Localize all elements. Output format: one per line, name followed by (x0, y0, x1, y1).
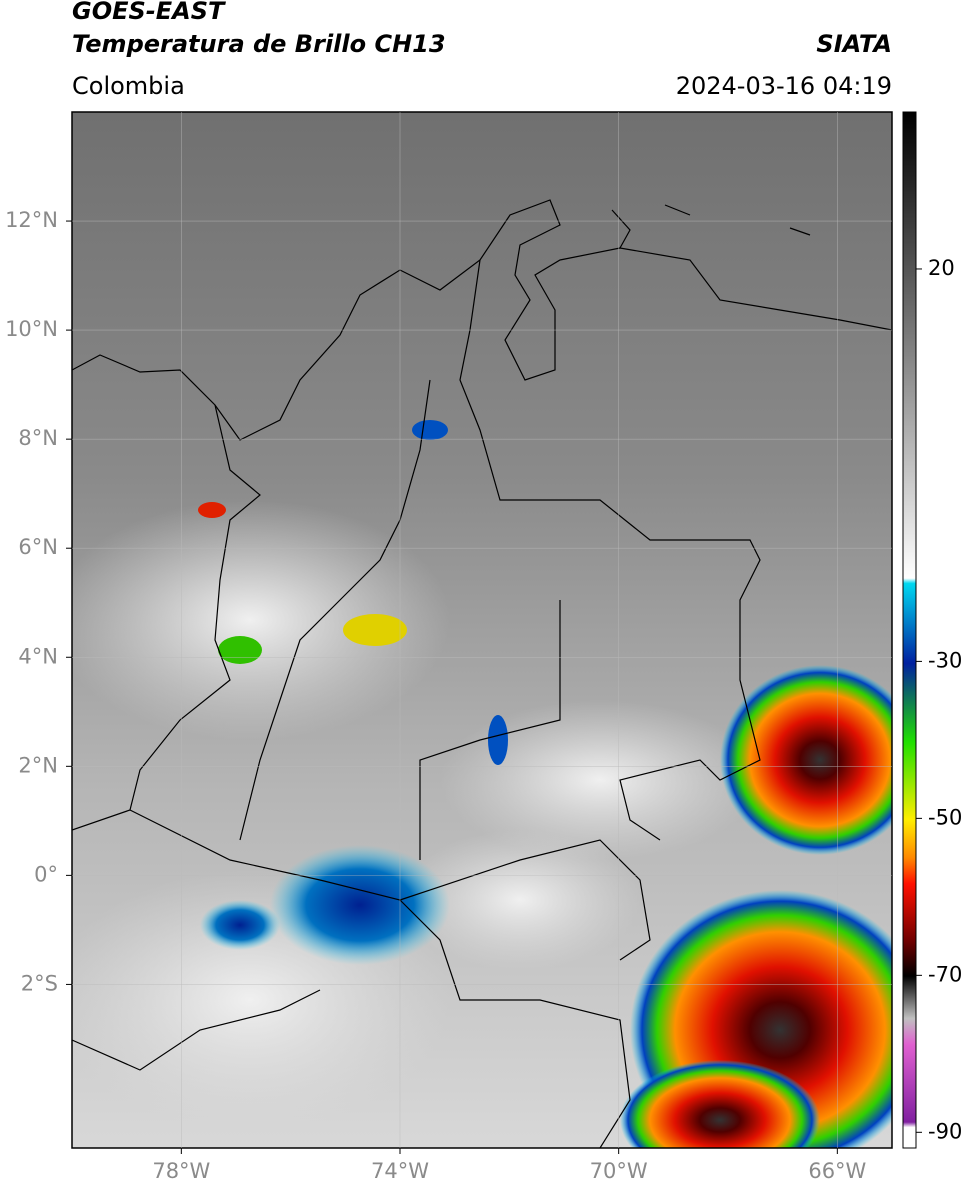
y-tick-label: 4°N (18, 644, 58, 668)
colorbar-tick-label: -50 (928, 805, 962, 829)
y-tick-label: 0° (34, 862, 58, 886)
y-tick-label: 2°S (21, 971, 58, 995)
source: SIATA (816, 30, 892, 58)
region: Colombia (72, 72, 185, 100)
title: GOES-EAST (72, 0, 226, 25)
colorbar (902, 111, 917, 1149)
colorbar-tick-label: -30 (928, 648, 962, 672)
y-tick-label: 8°N (18, 426, 58, 450)
y-tick-label: 12°N (5, 208, 58, 232)
satellite-image (72, 112, 892, 1148)
x-tick-label: 70°W (590, 1159, 648, 1183)
x-tick-label: 78°W (152, 1159, 210, 1183)
map-frame (71, 111, 893, 1149)
y-tick-label: 6°N (18, 535, 58, 559)
datetime: 2024-03-16 04:19 (676, 72, 892, 100)
colorbar-tick-label: 20 (928, 256, 955, 280)
x-tick-label: 74°W (371, 1159, 429, 1183)
colorbar-tick-label: -70 (928, 962, 962, 986)
subtitle: Temperatura de Brillo CH13 (72, 30, 446, 58)
colorbar-tick-label: -90 (928, 1119, 962, 1143)
y-tick-label: 10°N (5, 317, 58, 341)
y-tick-label: 2°N (18, 753, 58, 777)
borders (72, 199, 892, 1148)
x-tick-label: 66°W (808, 1159, 866, 1183)
